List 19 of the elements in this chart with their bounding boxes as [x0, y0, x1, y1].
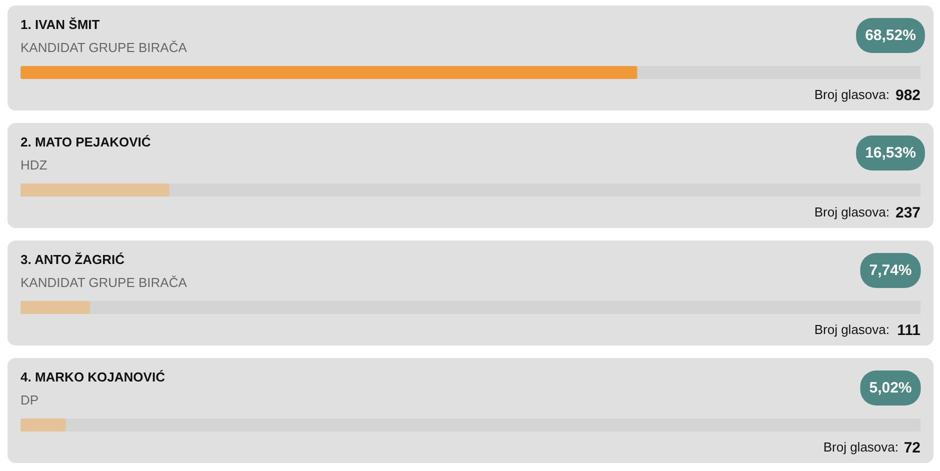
y-tick-label: 2. MATO PEJAKOVIĆ	[20, 134, 152, 150]
annotation: Broj glasova: 982	[814, 87, 921, 104]
bar	[20, 184, 170, 196]
data-label: 68,52%	[865, 27, 916, 44]
bar	[20, 301, 90, 314]
y-tick-label: 1. IVAN ŠMIT	[20, 17, 100, 32]
annotation: HDZ	[20, 158, 48, 172]
y-tick-label: 4. MARKO KOJANOVIĆ	[20, 370, 166, 384]
y-tick-label: 3. ANTO ŽAGRIĆ	[20, 252, 126, 267]
annotation: Broj glasova: 111	[814, 322, 921, 339]
data-label: 5,02%	[869, 380, 912, 396]
data-label: 16,53%	[865, 144, 916, 162]
annotation: DP	[20, 392, 39, 408]
annotation: KANDIDAT GRUPE BIRAČA	[20, 40, 188, 55]
text: Broj glasova: 72	[823, 440, 921, 456]
annotation: KANDIDAT GRUPE BIRAČA	[20, 275, 188, 290]
annotation: Broj glasova: 237	[814, 204, 921, 222]
data-label: 7,74%	[869, 262, 912, 279]
bar	[20, 418, 66, 432]
